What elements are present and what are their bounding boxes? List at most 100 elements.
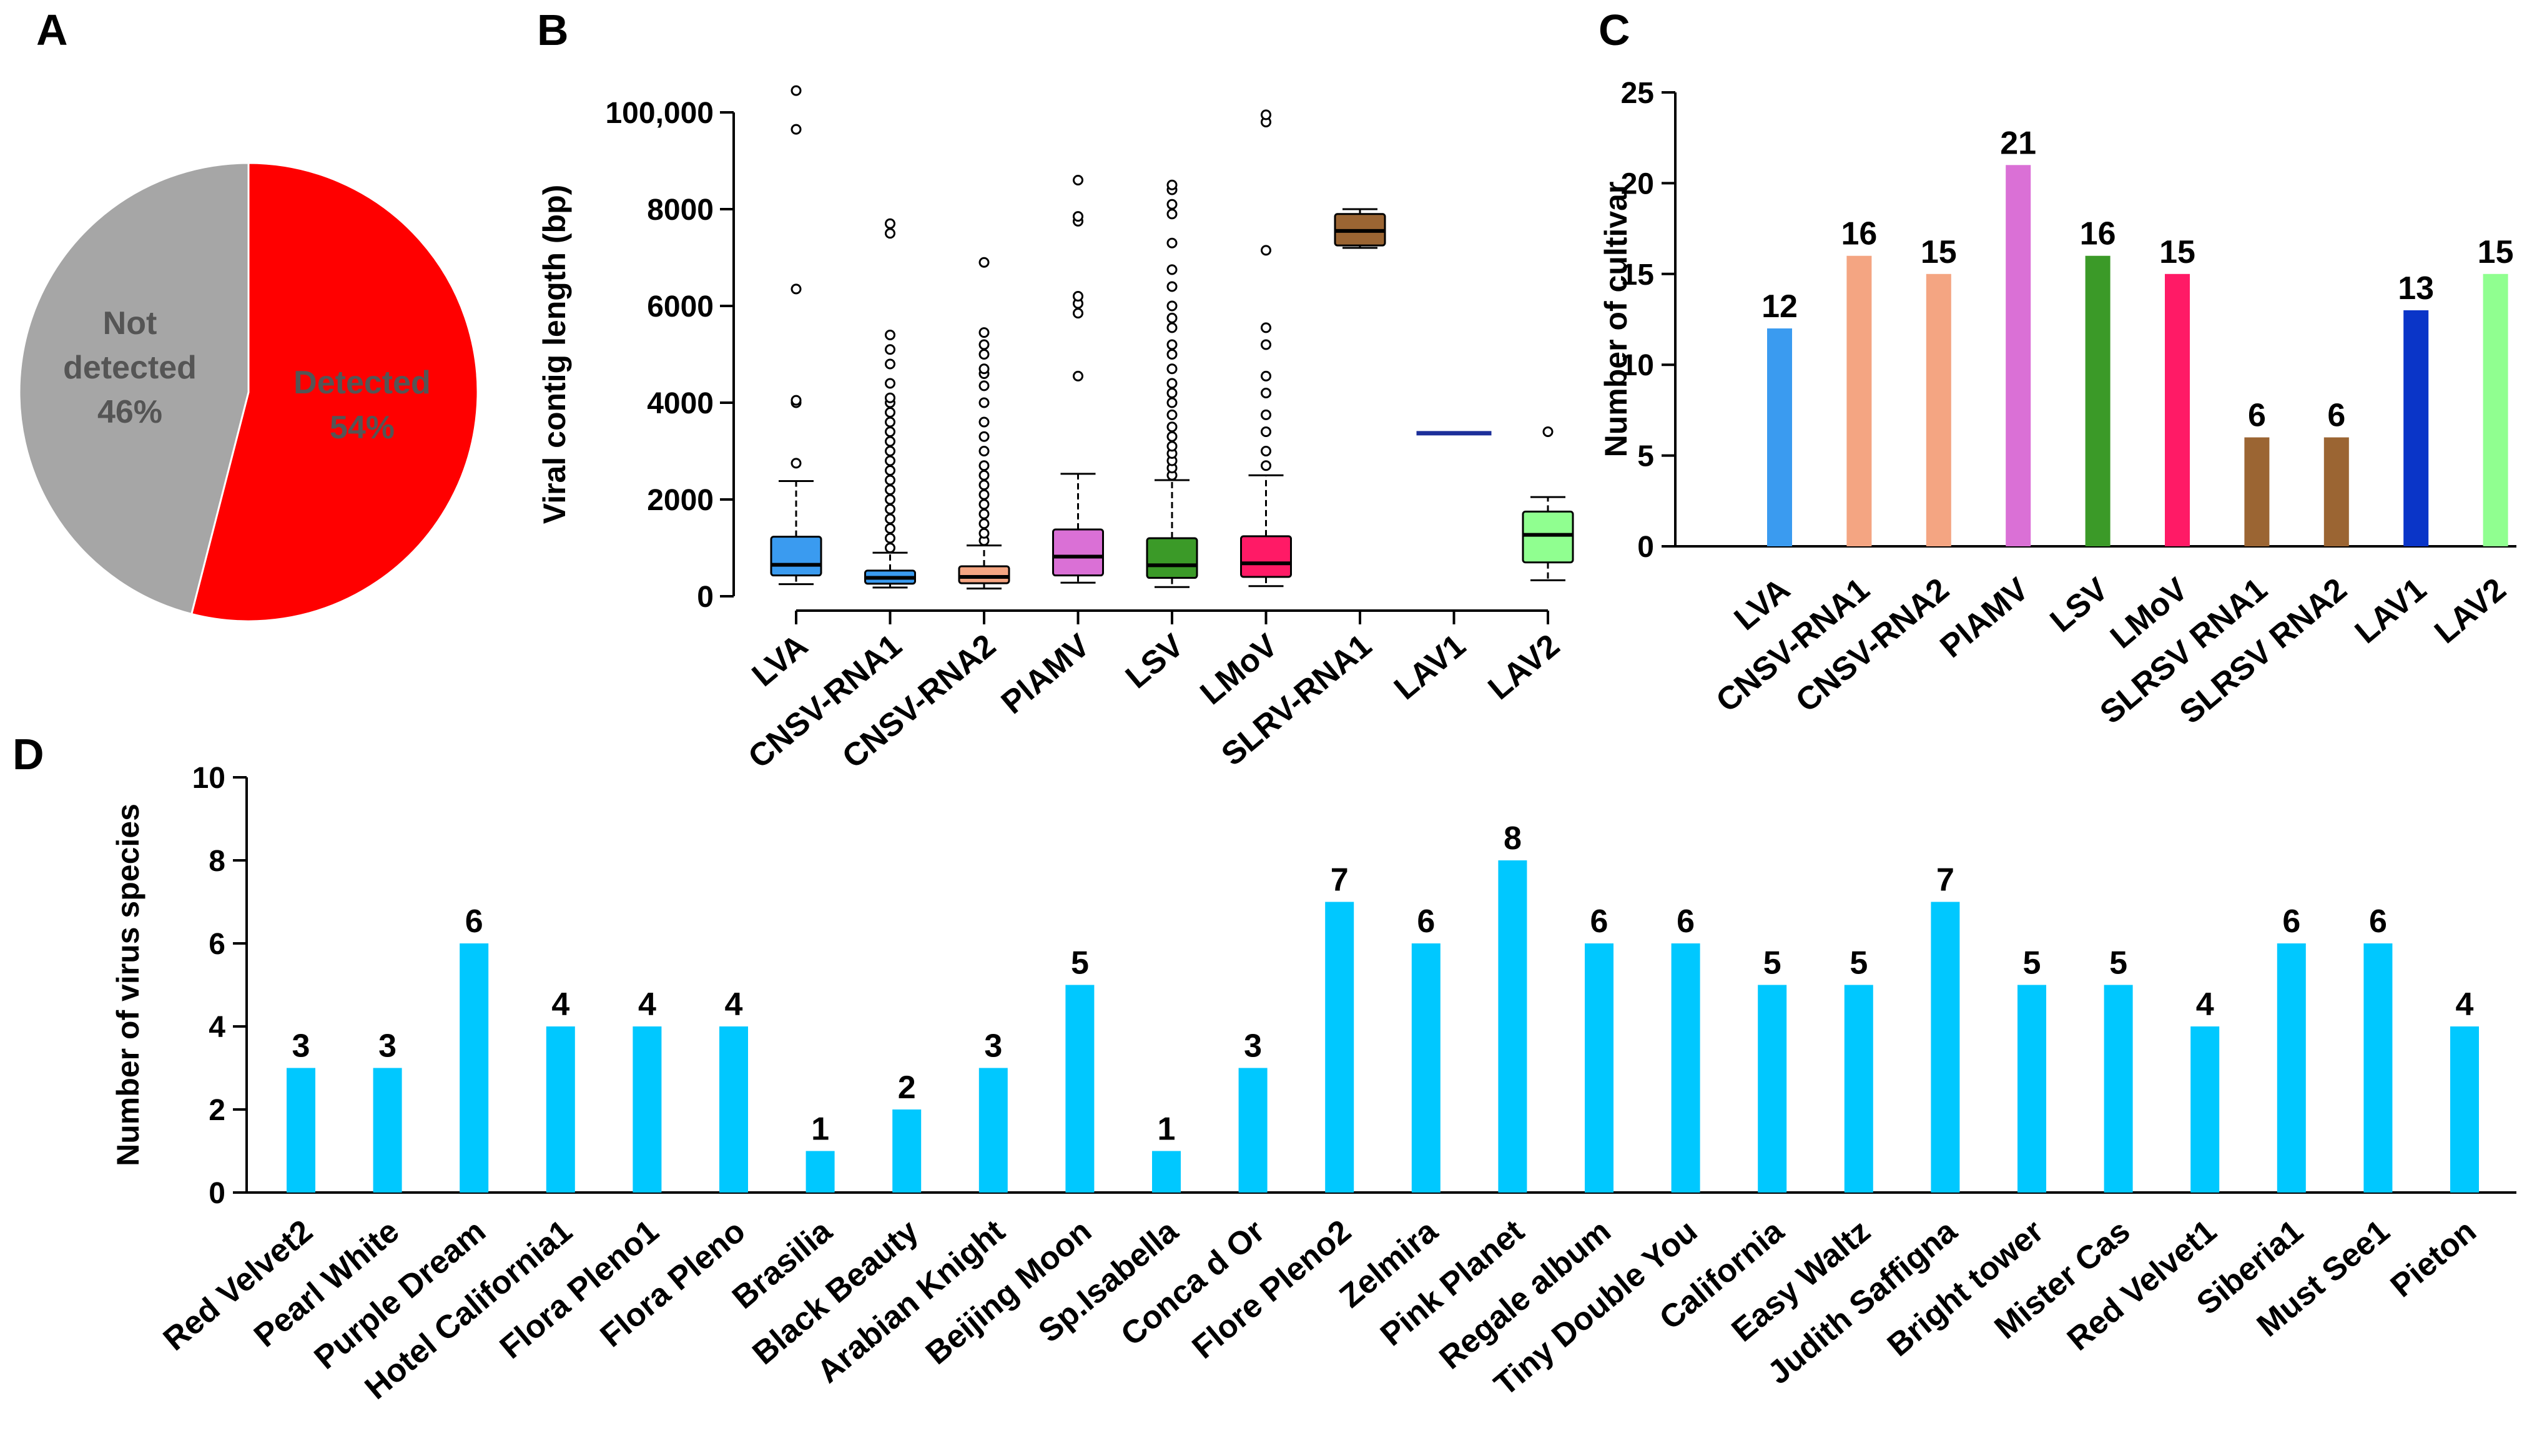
bar-plamv [2006, 165, 2031, 546]
box-cnsv-rna1 [865, 219, 915, 588]
outlier-point [1262, 461, 1271, 470]
bar-tiny-double-you [1672, 943, 1700, 1193]
outlier-point [1074, 309, 1083, 318]
bar-slrsv-rna2 [2324, 438, 2349, 546]
pie-label-not-detected-line2: detected [63, 350, 197, 386]
bar-value-label: 4 [725, 986, 743, 1023]
outlier-point [980, 519, 988, 528]
y-tick-label: 2 [209, 1094, 225, 1127]
y-tick-label: 100,000 [605, 97, 714, 130]
bar-regale-album [1585, 943, 1613, 1193]
y-tick-label: 0 [1637, 531, 1654, 564]
bar-value-label: 3 [1244, 1028, 1262, 1065]
outlier-point [886, 428, 895, 436]
outlier-point [886, 408, 895, 417]
bar-value-label: 4 [638, 986, 656, 1023]
outlier-point [886, 476, 895, 485]
bar-value-label: 5 [2109, 945, 2127, 981]
pie-label-detected-percent: 54% [330, 410, 395, 446]
outlier-point [886, 360, 895, 368]
outlier-point [792, 125, 801, 134]
y-tick-label: 10 [192, 762, 225, 795]
y-tick-label: 5 [1637, 440, 1654, 473]
y-tick-label: 2000 [647, 484, 714, 517]
y-axis-label: Number of virus species [111, 804, 145, 1166]
bar-value-label: 6 [2369, 903, 2387, 940]
outlier-point [1262, 323, 1271, 332]
outlier-point [1168, 313, 1176, 322]
outlier-point [886, 418, 895, 426]
bar-flore-pleno2 [1325, 902, 1354, 1193]
outlier-point [1168, 323, 1176, 332]
bar-lva [1767, 328, 1792, 546]
bar-value-label: 2 [898, 1070, 916, 1106]
bar-lmov [2165, 274, 2190, 546]
x-tick-label-lva: LVA [746, 627, 815, 694]
outlier-point [1168, 398, 1176, 407]
bar-value-label: 5 [2023, 945, 2041, 981]
x-tick-label-lav1: LAV1 [1387, 627, 1472, 707]
bar-sp-isabella [1152, 1151, 1181, 1193]
panel-label-c: C [1599, 6, 1630, 54]
x-tick-label-lav1: LAV1 [2348, 571, 2433, 651]
bar-value-label: 6 [2282, 903, 2300, 940]
outlier-point [980, 447, 988, 456]
bar-mister-cas [2104, 985, 2133, 1193]
x-tick-label-plamv: PlAMV [995, 627, 1097, 721]
panel-label-a: A [36, 6, 68, 54]
bar-value-label: 1 [811, 1111, 829, 1148]
bar-value-label: 5 [1850, 945, 1868, 981]
outlier-point [1262, 428, 1271, 436]
outlier-point [1262, 111, 1271, 119]
bar-value-label: 6 [2248, 398, 2266, 434]
bar-flora-pleno [719, 1026, 748, 1193]
bar-easy-waltz [1845, 985, 1873, 1193]
outlier-point [980, 509, 988, 518]
bar-value-label: 5 [1071, 945, 1089, 981]
outlier-point [886, 486, 895, 494]
bar-pink-planet [1498, 860, 1527, 1193]
outlier-point [886, 524, 895, 533]
outlier-point [886, 345, 895, 354]
bar-value-label: 13 [2398, 270, 2434, 307]
bar-value-label: 6 [1677, 903, 1695, 940]
outlier-point [1544, 428, 1552, 436]
bar-value-label: 21 [2000, 125, 2036, 161]
x-tick-label-red-velvet2: Red Velvet2 [157, 1213, 320, 1358]
outlier-point [886, 456, 895, 465]
outlier-point [1168, 265, 1176, 274]
box-iqr [771, 537, 821, 576]
y-tick-label: 6 [209, 928, 225, 961]
outlier-point [1168, 340, 1176, 349]
bar-brasilia [806, 1151, 835, 1193]
outlier-point [1168, 389, 1176, 398]
outlier-point [1262, 410, 1271, 419]
bar-red-velvet2 [287, 1068, 315, 1193]
bar-bright-tower [2017, 985, 2046, 1193]
outlier-point [980, 381, 988, 390]
bar-flora-pleno1 [633, 1026, 661, 1193]
pie-chart: Detected54%Notdetected46% [19, 163, 478, 621]
outlier-point [1168, 200, 1176, 209]
bar-purple-dream [460, 943, 488, 1193]
outlier-point [1168, 302, 1176, 310]
box-iqr [1147, 538, 1197, 578]
bar-zelmira [1412, 943, 1441, 1193]
bar-pieton [2450, 1026, 2479, 1193]
bar-lsv [2086, 256, 2111, 546]
bar-conca-d-or [1239, 1068, 1268, 1193]
pie-label-not-detected-percent: 46% [97, 394, 162, 430]
outlier-point [980, 432, 988, 441]
outlier-point [1168, 432, 1176, 441]
outlier-point [1262, 447, 1271, 456]
x-tick-label-lav2: LAV2 [2428, 571, 2513, 651]
outlier-point [1074, 371, 1083, 380]
outlier-point [1074, 212, 1083, 221]
bar-value-label: 3 [292, 1028, 310, 1065]
bar-arabian-knight [979, 1068, 1008, 1193]
outlier-point [1168, 410, 1176, 419]
outlier-point [792, 459, 801, 468]
pie-label-detected: Detected [293, 365, 431, 401]
bar-black-beauty [892, 1109, 921, 1193]
bar-beijing-moon [1065, 985, 1094, 1193]
